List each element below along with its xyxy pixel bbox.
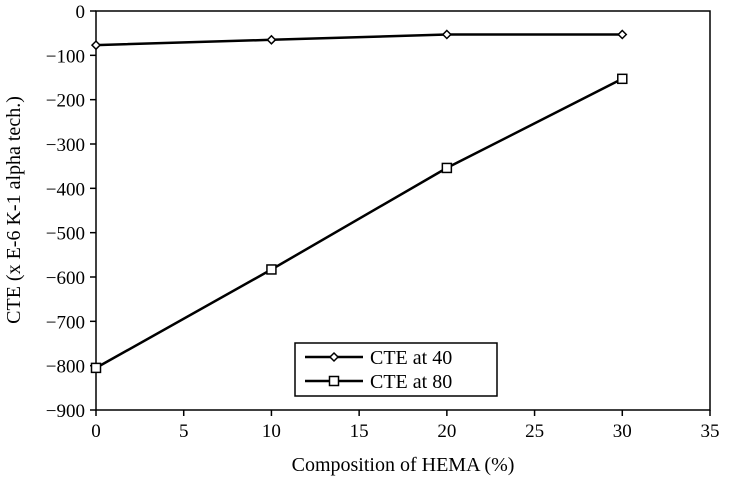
- data-point-diamond: [266, 34, 277, 45]
- y-tick-label: −700: [46, 312, 85, 333]
- data-point-square: [617, 73, 628, 85]
- legend-label-cte-80: CTE at 80: [370, 371, 452, 393]
- x-tick-label: 10: [262, 421, 281, 442]
- y-tick-label: −200: [46, 91, 85, 112]
- x-tick-label: 15: [350, 421, 369, 442]
- x-tick-label: 30: [613, 421, 632, 442]
- data-point-square: [441, 162, 453, 174]
- data-point-diamond: [617, 29, 628, 40]
- legend-box: [294, 342, 498, 397]
- x-tick-label: 20: [437, 421, 456, 442]
- data-point-diamond: [90, 40, 102, 51]
- y-tick-label: −600: [46, 268, 85, 289]
- y-tick-label: −900: [46, 401, 85, 422]
- legend-marker-square: [328, 375, 340, 387]
- data-point-square: [266, 264, 277, 275]
- x-tick-label: 25: [525, 421, 544, 442]
- x-axis-ticks: 0 5 10 15 20 25 30 35: [91, 410, 720, 442]
- y-axis-ticks: 0 −100 −200 −300 −400 −500 −600 −700 −800 −900: [46, 2, 96, 422]
- y-tick-label: −500: [46, 224, 85, 245]
- legend-marker-diamond: [328, 351, 340, 363]
- legend: CTE at 40 CTE at 80: [294, 342, 498, 397]
- y-tick-label: −300: [46, 135, 85, 156]
- series-layer: [90, 29, 628, 374]
- y-axis-title: CTE (x E-6 K-1 alpha tech.): [3, 96, 25, 324]
- series-line-1: [95, 33, 623, 47]
- x-tick-label: 35: [701, 421, 720, 442]
- data-point-diamond: [441, 29, 452, 40]
- y-tick-label: 0: [76, 2, 86, 23]
- series-line-2: [95, 77, 623, 369]
- x-axis-title: Composition of HEMA (%): [292, 454, 515, 476]
- x-tick-label: 0: [91, 421, 101, 442]
- legend-label-cte-40: CTE at 40: [370, 347, 452, 369]
- y-tick-label: −800: [46, 357, 85, 378]
- y-tick-label: −400: [46, 179, 85, 200]
- y-tick-label: −100: [46, 46, 85, 67]
- x-tick-label: 5: [179, 421, 189, 442]
- data-point-square: [90, 362, 102, 374]
